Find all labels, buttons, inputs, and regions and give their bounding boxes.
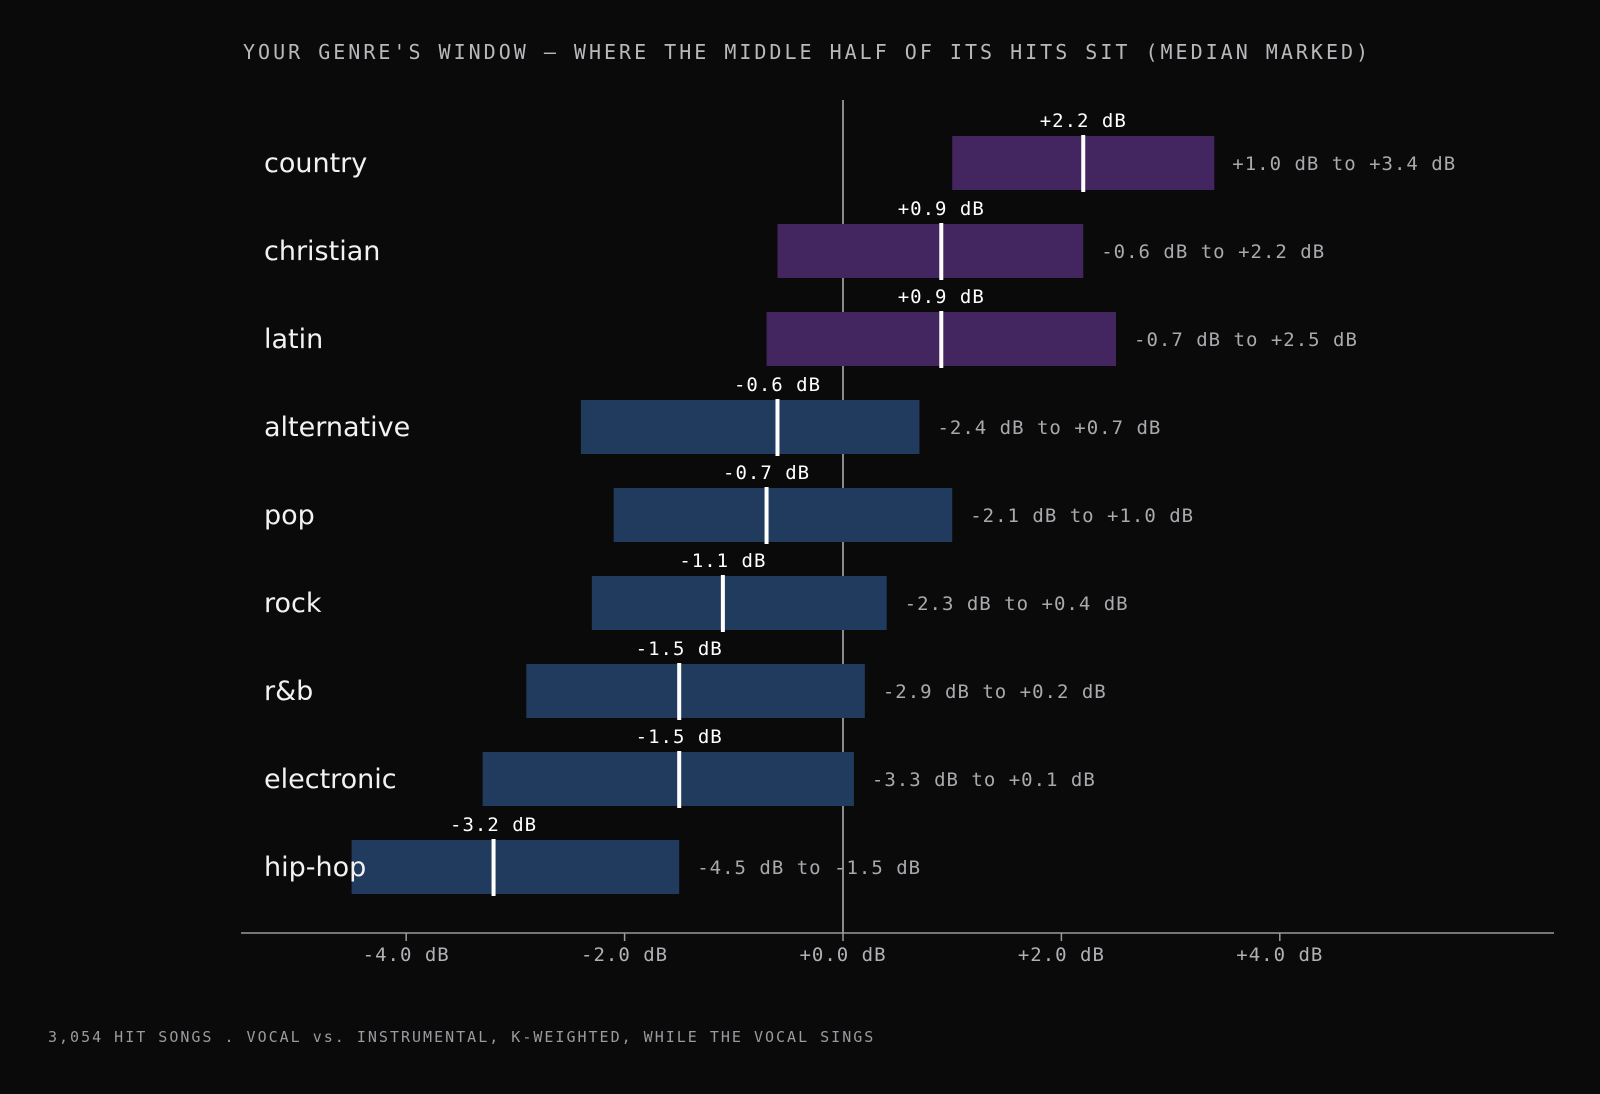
range-label: -4.5 dB to -1.5 dB [697, 857, 921, 879]
range-label: -2.4 dB to +0.7 dB [937, 417, 1161, 439]
x-tick-label: -4.0 dB [363, 944, 450, 966]
range-bar-alternative [580, 400, 920, 454]
range-label: -2.1 dB to +1.0 dB [970, 505, 1194, 527]
range-label: -3.3 dB to +0.1 dB [872, 769, 1096, 791]
median-label: +0.9 dB [898, 198, 985, 220]
x-tick-label: +0.0 dB [799, 944, 886, 966]
x-tick-label: +2.0 dB [1018, 944, 1105, 966]
range-label: -0.7 dB to +2.5 dB [1134, 329, 1358, 351]
median-label: -1.5 dB [636, 726, 723, 748]
category-label: country [264, 148, 367, 179]
category-label: hip-hop [264, 852, 366, 883]
median-label: -1.1 dB [679, 550, 766, 572]
x-tick-label: -2.0 dB [581, 944, 668, 966]
range-label: -0.6 dB to +2.2 dB [1101, 241, 1325, 263]
range-label: -2.9 dB to +0.2 dB [883, 681, 1107, 703]
median-label: -0.6 dB [734, 374, 821, 396]
chart-footnote: 3,054 HIT SONGS . VOCAL vs. INSTRUMENTAL… [48, 1028, 876, 1046]
category-label: latin [264, 324, 323, 355]
median-label: -1.5 dB [636, 638, 723, 660]
range-bar-pop [613, 488, 953, 542]
x-tick-label: +4.0 dB [1236, 944, 1323, 966]
median-label: +2.2 dB [1040, 110, 1127, 132]
median-label: -3.2 dB [450, 814, 537, 836]
category-label: pop [264, 500, 315, 531]
median-label: +0.9 dB [898, 286, 985, 308]
median-label: -0.7 dB [723, 462, 810, 484]
range-bar-rock [591, 576, 887, 630]
category-label: alternative [264, 412, 410, 443]
category-label: electronic [264, 764, 397, 795]
range-bar-hiphop [351, 840, 680, 894]
category-label: christian [264, 236, 380, 267]
range-label: +1.0 dB to +3.4 dB [1232, 153, 1456, 175]
range-bar-electronic [482, 752, 854, 806]
category-label: rock [264, 588, 322, 619]
chart-title: YOUR GENRE'S WINDOW — WHERE THE MIDDLE H… [243, 40, 1372, 64]
range-label: -2.3 dB to +0.4 dB [905, 593, 1129, 615]
range-bar-christian [777, 224, 1084, 278]
range-bar-rb [526, 664, 865, 718]
category-label: r&b [264, 676, 313, 707]
